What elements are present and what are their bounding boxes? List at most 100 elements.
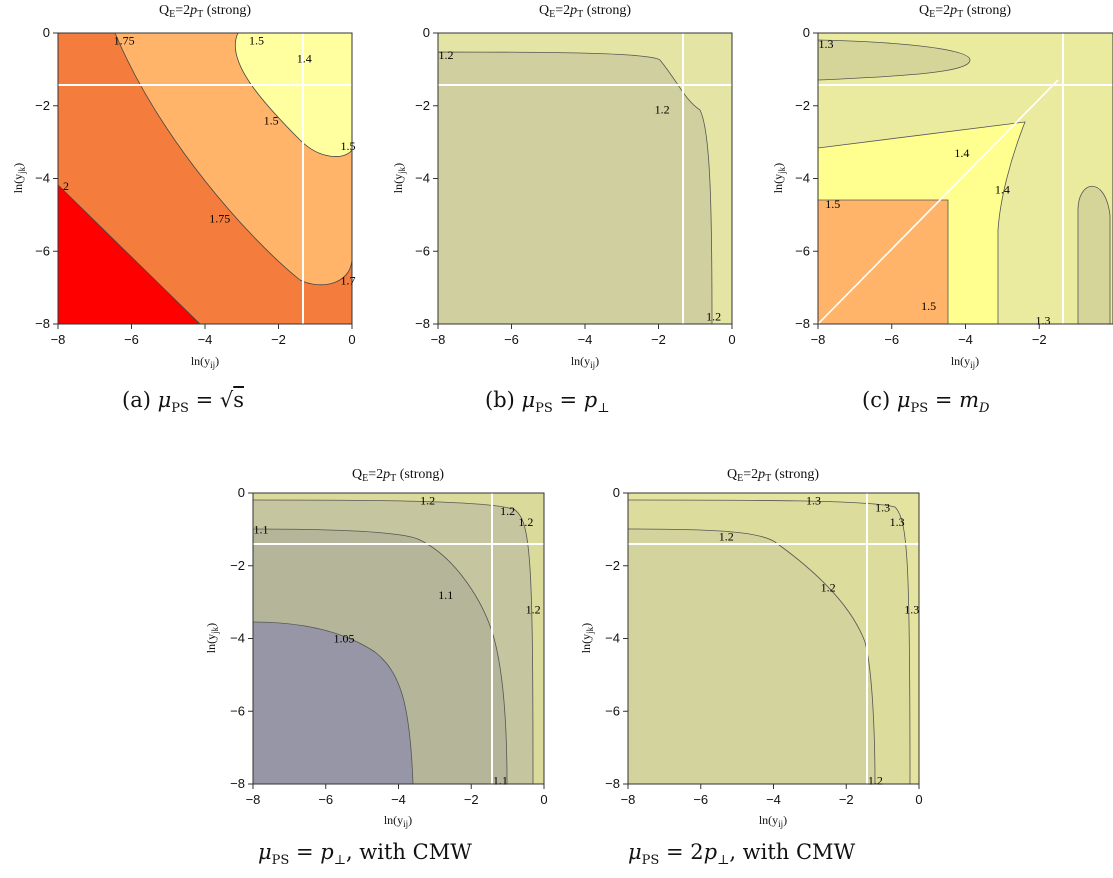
xlabel-d: ln(yij) xyxy=(384,813,412,829)
plot-area-d xyxy=(252,492,545,785)
chart-a: QE=2pT (strong) −8 −6 −4 −2 0 0 −2 −4 −6 −8 1.75… xyxy=(11,3,356,370)
ytick-label: 0 xyxy=(43,25,50,40)
xtick-label: −6 xyxy=(693,792,708,807)
contour-label: 1.5 xyxy=(921,299,936,313)
ytick-label: −4 xyxy=(605,631,620,646)
xtick-label: −2 xyxy=(271,332,286,347)
ytick-label: −2 xyxy=(795,98,810,113)
contour-label: 1.5 xyxy=(249,33,264,47)
ytick-label: 0 xyxy=(423,25,430,40)
title-d: QE=2pT (strong) xyxy=(352,467,444,484)
panel-d: QE=2pT (strong) −8 −6 −4 −2 0 0 −2 −4 −6 −8 1.2 1… xyxy=(195,462,560,834)
xtick-label: −6 xyxy=(318,792,333,807)
contour-label: 1.5 xyxy=(341,139,356,153)
chart-c: QE=2pT (strong) −8 −6 −4 −2 0−2−4−6−8 1.31.… xyxy=(771,3,1113,370)
xlabel-a: ln(yij) xyxy=(191,354,219,370)
ytick-label: −6 xyxy=(795,243,810,258)
xtick-label: 0 xyxy=(540,792,547,807)
contour-label: 1.3 xyxy=(806,493,821,507)
xticks-c: −8 −6 −4 −2 xyxy=(811,324,1047,347)
plot-area-c xyxy=(817,32,1113,325)
xlabel-e: ln(yij) xyxy=(759,813,787,829)
panel-a: QE=2pT (strong) −8 −6 −4 −2 0 0 −2 −4 −6 −8 1.75… xyxy=(0,0,365,372)
xtick-label: 0 xyxy=(728,332,735,347)
region-1-3-right-c xyxy=(1077,185,1111,325)
contour-label: 1.3 xyxy=(875,501,890,515)
xtick-label: −2 xyxy=(464,792,479,807)
xlabel-c: ln(yij) xyxy=(951,354,979,370)
ytick-label: −4 xyxy=(35,171,50,186)
panel-e: QE=2pT (strong) −8 −6 −4 −2 0 0 −2 −4 −6 −8 1.3 1… xyxy=(570,462,935,834)
ytick-label: 0 xyxy=(613,485,620,500)
panel-c: QE=2pT (strong) −8 −6 −4 −2 0 −2 −4 −6 −8 1.3 1.… xyxy=(760,0,1113,372)
contour-label: 1.75 xyxy=(209,212,230,226)
clabels-e: 1.31.31.31.21.21.31.2 xyxy=(719,493,920,787)
contour-label: 1.2 xyxy=(439,48,454,62)
xtick-label: −8 xyxy=(621,792,636,807)
title-b: QE=2pT (strong) xyxy=(539,3,631,20)
ytick-label: −8 xyxy=(795,316,810,331)
panel-b: QE=2pT (strong) −8 −6 −4 −2 0 0 −2 −4 −6 −8 1.2 1… xyxy=(380,0,745,372)
ytick-label: 0 xyxy=(238,485,245,500)
ytick-label: −8 xyxy=(230,776,245,791)
contour-label: 1.2 xyxy=(821,581,836,595)
contour-label: 1.3 xyxy=(819,37,834,51)
ytick-label: −2 xyxy=(605,558,620,573)
yticks-a: 0 −2 −4 −6 −8 xyxy=(35,25,58,331)
xtick-label: −2 xyxy=(1032,332,1047,347)
contour-label: 1.1 xyxy=(493,773,508,787)
yticks-e: 0 −2 −4 −6 −8 xyxy=(605,485,628,791)
caption-c: (c) μPS = mD xyxy=(862,388,990,417)
contour-label: 1.5 xyxy=(264,113,279,127)
ytick-label: −6 xyxy=(35,243,50,258)
clabels-b: 1.2 1.2 1.2 xyxy=(439,48,722,324)
yticks-b: 0 −2 −4 −6 −8 xyxy=(415,25,438,331)
ytick-label: −4 xyxy=(230,631,245,646)
clabels-d: 1.21.21.21.11.11.21.051.1 xyxy=(254,493,541,787)
xtick-label: −4 xyxy=(766,792,781,807)
contour-label: 1.3 xyxy=(1035,313,1050,327)
contour-label: 1.2 xyxy=(868,773,883,787)
yticks-c: 0 −2 −4 −6 −8 xyxy=(795,25,818,331)
contour-label: 1.2 xyxy=(500,504,515,518)
xticks-e: −8 −6 −4 −2 0 xyxy=(621,784,923,807)
xtick-label: −4 xyxy=(391,792,406,807)
contour-label: 1.2 xyxy=(706,310,721,324)
region-inner-b xyxy=(437,51,713,325)
ytick-label: −6 xyxy=(605,703,620,718)
ytick-label: −4 xyxy=(795,171,810,186)
xtick-label: −8 xyxy=(811,332,826,347)
plot-area-e xyxy=(627,492,920,785)
chart-d: QE=2pT (strong) −8 −6 −4 −2 0 0−2−4−6−8 1.2 1… xyxy=(204,467,548,829)
contour-label: 1.2 xyxy=(420,493,435,507)
ylabel-a: ln(yjk) xyxy=(11,163,27,193)
contour-label: 1.2 xyxy=(719,530,734,544)
contour-label: 1.5 xyxy=(825,197,840,211)
region-1-3-top-c xyxy=(817,39,971,81)
xtick-label: −4 xyxy=(198,332,213,347)
xtick-label: −8 xyxy=(431,332,446,347)
xtick-label: −6 xyxy=(124,332,139,347)
ytick-label: −8 xyxy=(35,316,50,331)
ylabel-e: ln(yjk) xyxy=(579,623,595,653)
xtick-label: −6 xyxy=(884,332,899,347)
yticks-d: 0 −2 −4 −6 −8 xyxy=(230,485,253,791)
ytick-label: −4 xyxy=(415,171,430,186)
contour-label: 1.4 xyxy=(954,146,969,160)
title-e: QE=2pT (strong) xyxy=(727,467,819,484)
contour-label: 1.1 xyxy=(254,522,269,536)
xticks-d: −8 −6 −4 −2 0 xyxy=(246,784,548,807)
contour-label: 1.4 xyxy=(995,182,1010,196)
xtick-label: −8 xyxy=(246,792,261,807)
ytick-label: −6 xyxy=(415,243,430,258)
xtick-label: −6 xyxy=(504,332,519,347)
xtick-label: −4 xyxy=(578,332,593,347)
clabels-a: 1.75 1.5 1.4 1.5 1.5 2 1.75 1.7 xyxy=(63,33,356,287)
ylabel-c: ln(yjk) xyxy=(771,163,787,193)
contour-label: 1.7 xyxy=(341,273,356,287)
title-a: QE=2pT (strong) xyxy=(159,3,251,20)
ytick-label: 0 xyxy=(803,25,810,40)
contour-label: 1.3 xyxy=(890,515,905,529)
ytick-label: −2 xyxy=(35,98,50,113)
chart-e: QE=2pT (strong) −8 −6 −4 −2 0 0−2−4−6−8 1.31… xyxy=(579,467,923,829)
